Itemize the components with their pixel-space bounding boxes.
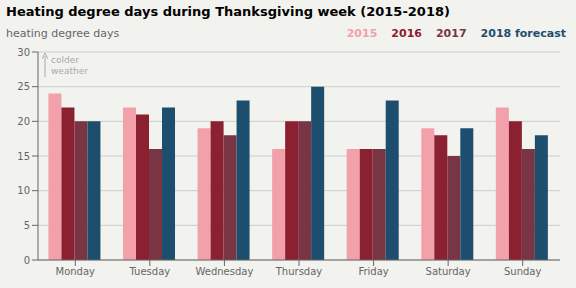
svg-text:Sunday: Sunday — [504, 266, 541, 277]
html-text:2015: 2015 — [346, 26, 378, 40]
svg-text:Friday: Friday — [358, 266, 388, 277]
svg-text:colderweather: colderweather — [51, 55, 88, 76]
svg-text:Saturday: Saturday — [426, 266, 471, 277]
svg-text:30: 30 — [17, 47, 30, 58]
svg-text:10: 10 — [17, 185, 30, 196]
svg-text:Wednesday: Wednesday — [195, 266, 253, 277]
html-text:2016: 2016 — [391, 26, 422, 40]
html-text:Heating degree days during Tha: Heating degree days during Thanksgiving … — [6, 4, 450, 19]
html-text:2017: 2017 — [436, 26, 467, 40]
svg-text:15: 15 — [17, 151, 30, 162]
html-text:heating degree days: heating degree days — [6, 26, 120, 40]
svg-text:Tuesday: Tuesday — [129, 266, 171, 277]
svg-text:Monday: Monday — [56, 266, 96, 277]
svg-text:25: 25 — [17, 81, 30, 92]
svg-text:5: 5 — [24, 220, 30, 231]
svg-text:20: 20 — [17, 116, 30, 127]
html-text:2018 forecast: 2018 forecast — [480, 26, 566, 40]
svg-text:Thursday: Thursday — [275, 266, 323, 277]
svg-text:0: 0 — [24, 255, 30, 266]
